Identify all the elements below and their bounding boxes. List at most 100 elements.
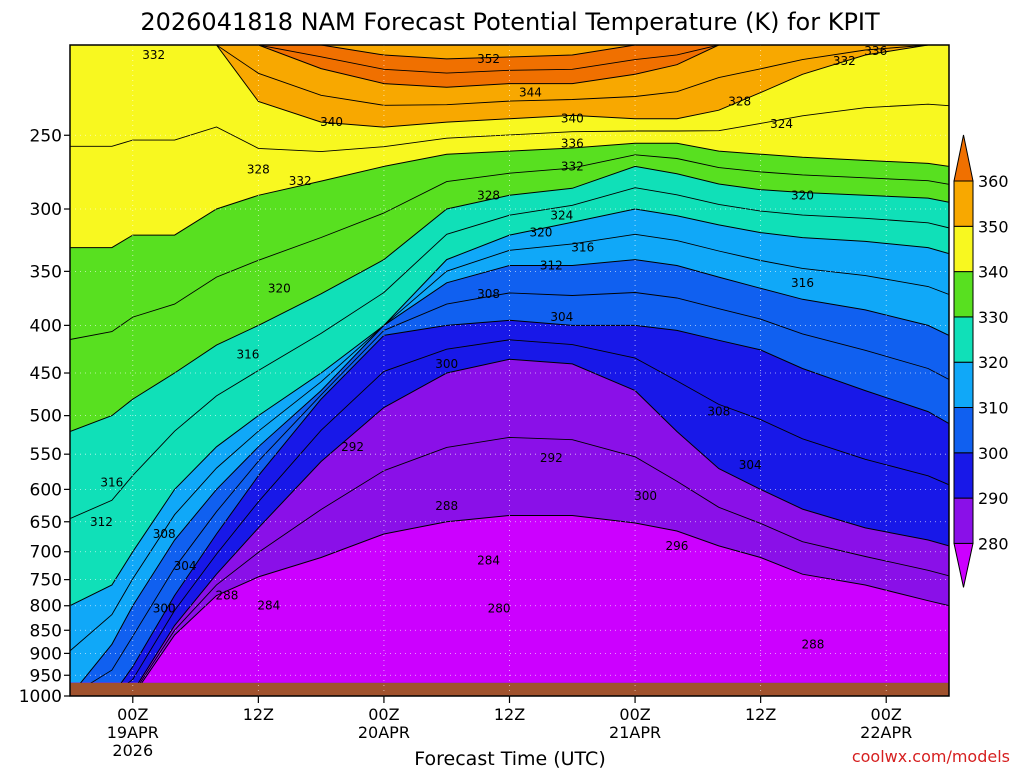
y-tick-label: 550: [30, 445, 62, 465]
contour-line: [70, 45, 949, 106]
contour-line: [70, 358, 949, 696]
x-tick-label: 12Z: [745, 705, 776, 724]
x-tick-year: 2026: [112, 741, 153, 760]
colorbar-segment: [953, 452, 974, 499]
y-tick-label: 300: [30, 200, 62, 220]
contour-label: 332: [833, 54, 856, 68]
contour-label: 288: [435, 499, 458, 513]
x-tick-date: 22APR: [860, 723, 912, 742]
y-tick-label: 650: [30, 513, 62, 533]
contour-label: 316: [571, 241, 594, 255]
colorbar-label: 310: [978, 399, 1009, 418]
y-tick-label: 700: [30, 543, 62, 563]
y-tick-label: 1000: [19, 687, 62, 707]
watermark[interactable]: coolwx.com/models: [852, 747, 1010, 766]
contour-label: 304: [739, 458, 762, 472]
colorbar-segment: [953, 316, 974, 363]
contour-label: 280: [488, 601, 511, 615]
x-axis-title: Forecast Time (UTC): [414, 748, 605, 768]
contour-label: 284: [257, 599, 280, 613]
contour-label: 316: [100, 476, 123, 490]
x-tick-label: 00Z: [368, 705, 399, 724]
colorbar-label: 340: [978, 263, 1009, 282]
contour-label: 296: [665, 539, 688, 553]
contour-line: [70, 154, 949, 340]
chart-title: 2026041818 NAM Forecast Potential Temper…: [140, 8, 880, 36]
x-tick-date: 20APR: [358, 723, 410, 742]
colorbar-max-arrow: [953, 134, 974, 182]
y-tick-label: 250: [30, 126, 62, 146]
contour-label: 288: [802, 637, 825, 651]
y-tick-label: 400: [30, 316, 62, 336]
x-tick-date: 19APR: [107, 723, 159, 742]
contour-label: 332: [289, 174, 312, 188]
contour-label: 292: [341, 440, 364, 454]
colorbar-min-arrow: [953, 542, 974, 588]
contour-line: [70, 292, 949, 696]
contour-line: [70, 436, 949, 696]
y-tick-label: 450: [30, 364, 62, 384]
colorbar-label: 320: [978, 353, 1009, 372]
contour-labels: 332 352 336 332 344 340 340 336 332 328 324 328 332 3…: [90, 44, 887, 651]
y-tick-label: 350: [30, 262, 62, 282]
contour-line: [70, 339, 949, 696]
contour-label: 328: [477, 188, 500, 202]
contour-label: 324: [770, 117, 793, 131]
contour-label: 308: [707, 405, 730, 419]
colorbar-label: 360: [978, 172, 1009, 191]
contour-label: 344: [519, 86, 542, 100]
contour-label: 336: [864, 44, 887, 58]
colorbar: 280 290 300 310 320 330 340 350 360: [953, 134, 1009, 588]
colorbar-segment: [953, 407, 974, 454]
contour-label: 304: [550, 310, 573, 324]
contour-label: 304: [174, 559, 197, 573]
contour-label: 308: [477, 287, 500, 301]
contour-label: 324: [550, 209, 573, 223]
colorbar-label: 300: [978, 444, 1009, 463]
colorbar-segment: [953, 271, 974, 318]
x-tick-label: 00Z: [871, 705, 902, 724]
contour-label: 316: [791, 276, 814, 290]
contour-label: 328: [247, 162, 270, 176]
contour-label: 328: [728, 95, 751, 109]
y-tick-label: 600: [30, 480, 62, 500]
contour-label: 312: [540, 259, 563, 273]
contour-line: [70, 45, 949, 60]
contour-line: [70, 45, 949, 88]
contour-label: 352: [477, 52, 500, 66]
x-tick-date: 21APR: [609, 723, 661, 742]
ground: [70, 682, 949, 696]
contour-label: 312: [90, 515, 113, 529]
y-tick-label: 850: [30, 621, 62, 641]
colorbar-label: 330: [978, 308, 1009, 327]
contour-label: 320: [268, 281, 291, 295]
contour-label: 292: [540, 451, 563, 465]
contour-label: 340: [561, 112, 584, 126]
y-tick-label: 800: [30, 597, 62, 617]
x-tick-label: 00Z: [619, 705, 650, 724]
y-tick-label: 950: [30, 666, 62, 686]
contour-label: 320: [529, 226, 552, 240]
colorbar-segment: [953, 225, 974, 273]
contour-label: 316: [236, 348, 259, 362]
contour-label: 300: [435, 357, 458, 371]
y-tick-label: 500: [30, 407, 62, 427]
contour-line: [70, 103, 949, 153]
contour-label: 300: [153, 601, 176, 615]
grid-lines: [70, 45, 949, 697]
colorbar-segment: [953, 361, 974, 409]
colorbar-segment: [953, 180, 974, 227]
contour-line: [70, 45, 949, 128]
contour-label: 308: [153, 527, 176, 541]
colorbar-label: 280: [978, 534, 1009, 553]
y-tick-label: 900: [30, 644, 62, 664]
x-tick-label: 00Z: [117, 705, 148, 724]
contour-label: 320: [791, 188, 814, 202]
contour-label: 332: [561, 159, 584, 173]
colorbar-label: 350: [978, 217, 1009, 236]
contour-label: 340: [320, 115, 343, 129]
